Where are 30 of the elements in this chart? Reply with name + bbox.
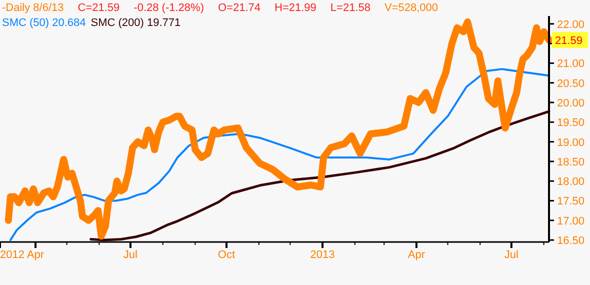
y-tick-label: 16.50	[557, 235, 585, 248]
text: L=21.58	[330, 2, 370, 14]
y-tick-label: 20.00	[557, 97, 585, 110]
text: O=21.74	[218, 2, 260, 14]
x-tick-label: 2012	[0, 249, 24, 261]
x-tick-label: Apr	[408, 249, 426, 261]
y-tick-label: 21.00	[557, 58, 585, 70]
y-tick-label: 20.50	[557, 78, 585, 90]
y-tick-label: 22.00	[557, 18, 585, 31]
x-tick-label: 2013	[310, 249, 335, 261]
y-tick-label: 19.50	[557, 117, 585, 130]
y-tick-label: 17.00	[557, 215, 585, 228]
y-tick-label: 17.50	[557, 196, 585, 208]
x-tick-label: Apr	[26, 249, 44, 261]
text: -Daily 8/6/13	[2, 2, 64, 14]
x-tick-label: Jul	[123, 249, 138, 261]
annotation: 21.59	[555, 34, 583, 47]
line-series	[9, 68, 550, 242]
y-tick-label: 19.00	[557, 136, 585, 149]
x-tick-label: Oct	[218, 249, 236, 261]
text: SMC (50) 20.684	[2, 17, 86, 29]
y-tick-label: 18.00	[557, 176, 585, 188]
x-tick-label: Jul	[504, 249, 518, 261]
text: SMC (200) 19.771	[90, 17, 181, 29]
text: -0.28 (-1.28%)	[134, 2, 204, 14]
text: H=21.99	[274, 2, 316, 14]
line-series	[90, 110, 550, 242]
text: C=21.59	[78, 2, 120, 14]
text: V=528,000	[384, 2, 438, 14]
y-tick-label: 18.50	[557, 156, 585, 168]
